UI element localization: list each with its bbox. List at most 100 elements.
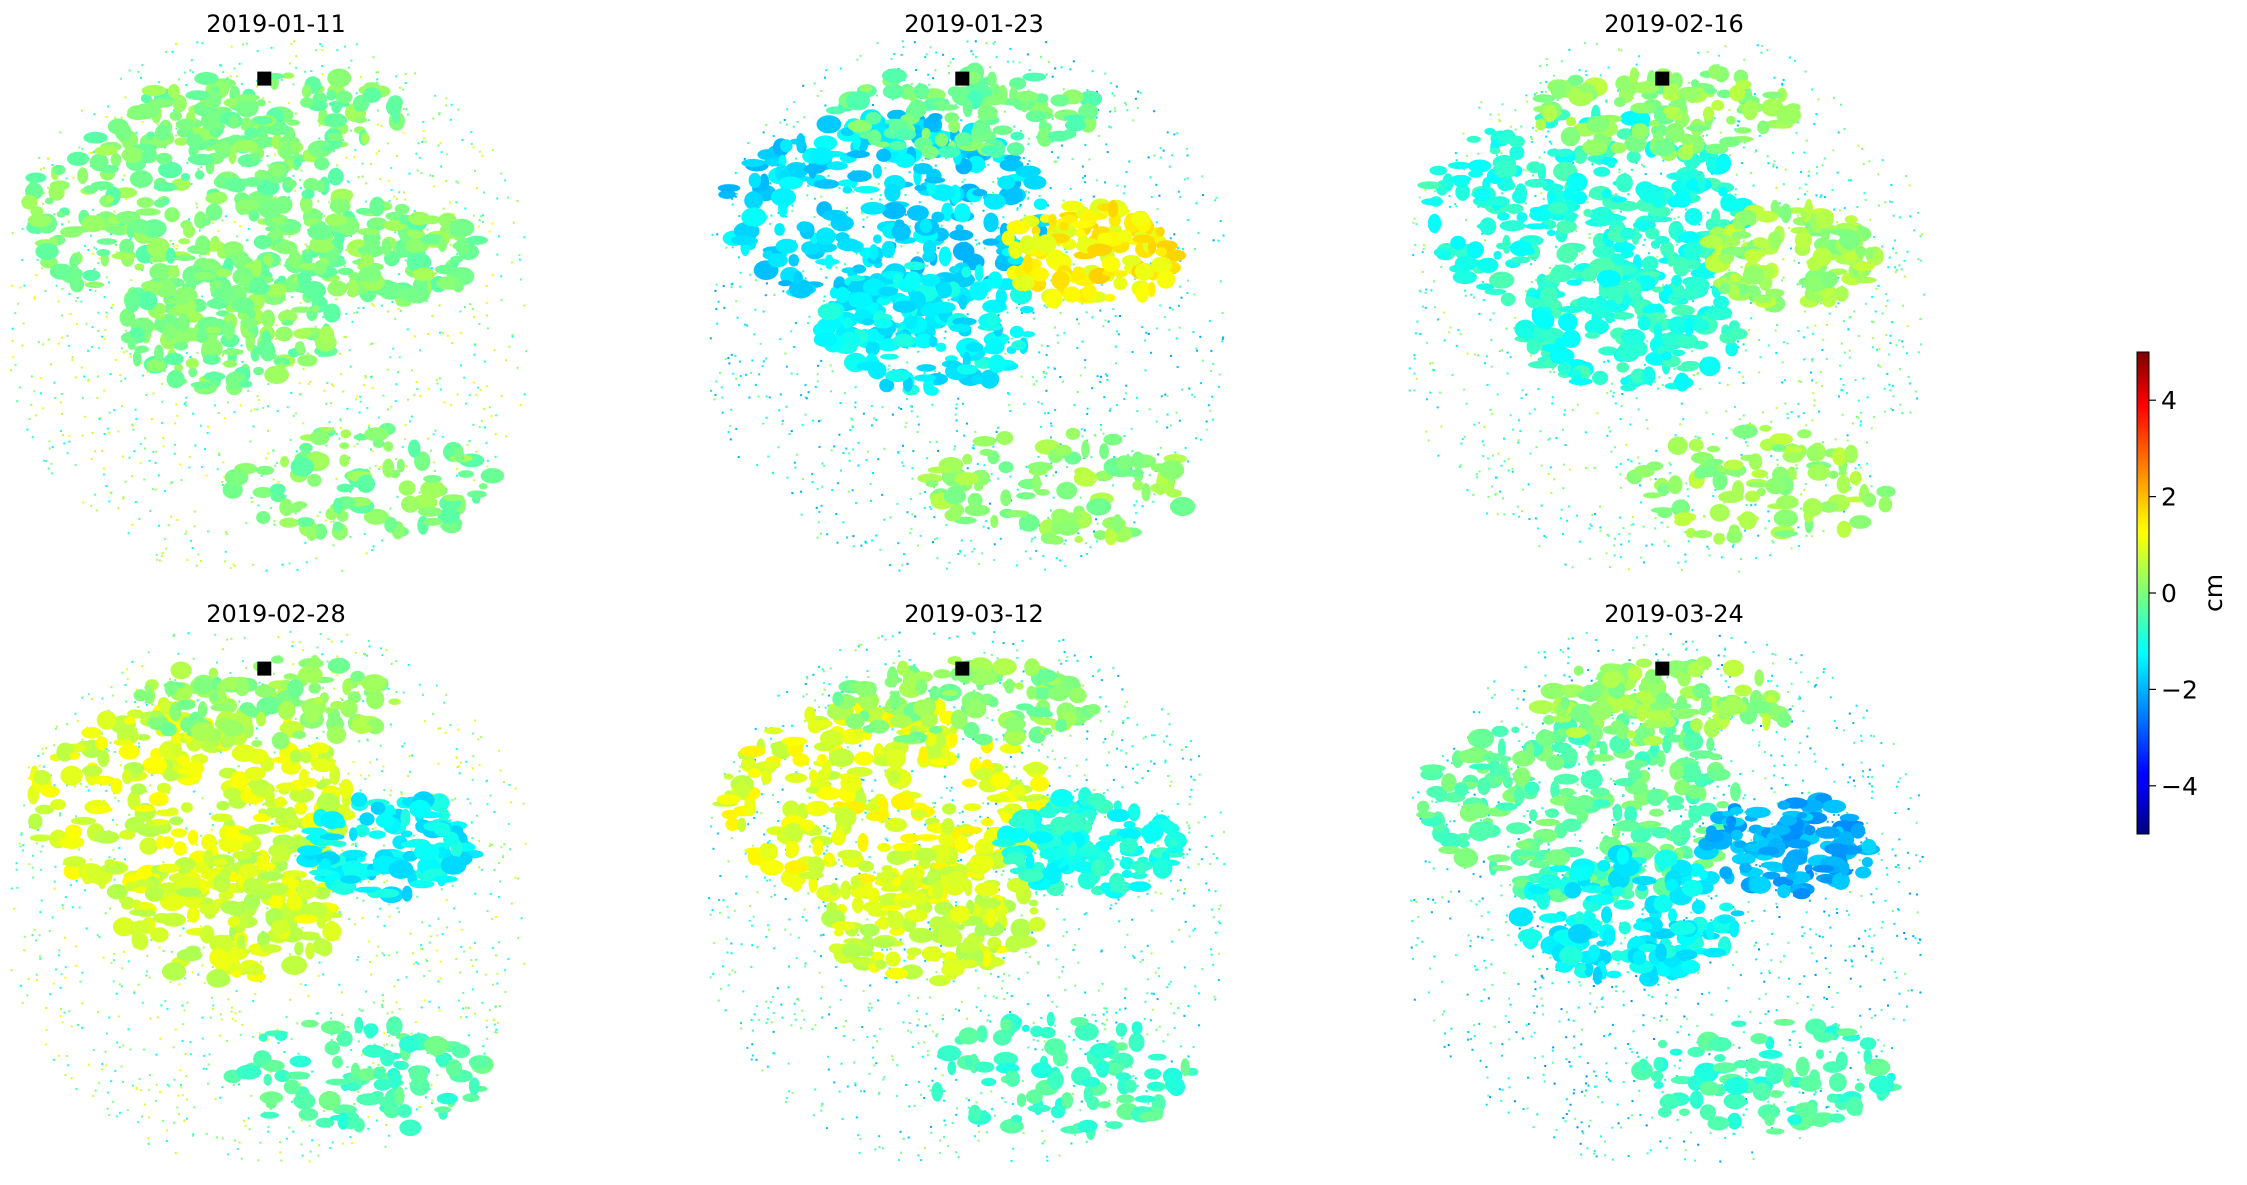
data-point (478, 426, 481, 429)
data-point (1684, 553, 1687, 556)
data-blob (1027, 461, 1053, 472)
data-blob (925, 480, 939, 488)
data-point (1050, 462, 1053, 465)
data-point (402, 88, 405, 91)
data-point (1174, 451, 1177, 454)
data-point (1037, 455, 1040, 458)
data-point (1015, 306, 1018, 309)
data-blob (406, 252, 432, 272)
data-point (1921, 233, 1924, 236)
data-point (1846, 434, 1849, 437)
data-point (1064, 248, 1067, 251)
data-point (1451, 374, 1454, 376)
data-point (186, 558, 189, 561)
data-point (1856, 206, 1859, 208)
data-point (377, 71, 380, 74)
data-point (1195, 202, 1198, 205)
data-point (519, 404, 522, 407)
data-point (205, 474, 208, 477)
data-point (848, 459, 851, 462)
data-point (129, 355, 132, 358)
data-point (1758, 339, 1761, 341)
data-point (505, 359, 507, 362)
data-point (1031, 537, 1034, 540)
data-point (1687, 495, 1690, 498)
data-point (1797, 330, 1800, 332)
data-point (1637, 408, 1640, 411)
data-point (260, 475, 263, 477)
region-north-rim (826, 62, 1103, 159)
data-point (918, 201, 921, 204)
data-point (132, 424, 135, 427)
data-point (963, 554, 966, 557)
data-point (817, 364, 819, 367)
data-blob (914, 184, 927, 192)
data-point (1210, 369, 1212, 372)
data-point (512, 221, 515, 224)
data-blob (268, 163, 287, 177)
data-point (359, 76, 362, 79)
data-point (174, 422, 177, 425)
data-point (496, 253, 499, 256)
data-point (362, 306, 365, 309)
data-point (767, 455, 770, 458)
data-point (715, 308, 718, 311)
data-point (713, 398, 716, 401)
data-point (1477, 205, 1480, 208)
data-point (1892, 247, 1895, 250)
data-point (152, 392, 155, 395)
data-point (934, 370, 936, 373)
data-blob (1036, 234, 1057, 254)
data-point (1832, 149, 1835, 152)
data-point (98, 418, 101, 420)
data-point (478, 150, 481, 153)
data-point (1109, 407, 1112, 410)
data-point (1646, 427, 1649, 430)
data-point (380, 125, 383, 127)
data-point (1047, 366, 1050, 369)
data-point (1525, 94, 1528, 97)
data-blob (332, 521, 343, 532)
data-point (1661, 384, 1664, 386)
data-blob (387, 95, 403, 110)
data-point (1496, 513, 1499, 516)
data-point (1425, 288, 1428, 291)
data-point (427, 387, 430, 390)
data-point (1051, 151, 1054, 154)
data-point (55, 284, 58, 287)
data-point (1866, 396, 1869, 399)
data-point (898, 569, 901, 572)
data-point (983, 464, 986, 467)
data-point (953, 448, 956, 451)
data-point (777, 446, 780, 449)
data-point (1524, 290, 1527, 292)
data-point (1020, 312, 1023, 314)
data-point (851, 425, 854, 428)
data-blob (741, 207, 767, 227)
data-point (1530, 141, 1533, 143)
data-point (390, 189, 393, 191)
data-point (877, 458, 880, 461)
data-point (1563, 413, 1566, 416)
data-point (1176, 132, 1179, 135)
data-point (94, 289, 97, 292)
data-point (1794, 59, 1796, 62)
data-point (1465, 402, 1468, 405)
data-point (1795, 467, 1798, 470)
data-point (329, 520, 332, 523)
data-blob (313, 523, 328, 540)
data-point (1050, 436, 1052, 439)
data-point (1534, 517, 1537, 520)
data-point (1081, 340, 1084, 343)
data-point (363, 533, 366, 536)
data-point (992, 445, 995, 448)
data-blob (224, 468, 249, 487)
data-point (1744, 349, 1747, 352)
data-point (1176, 366, 1179, 368)
data-blob (853, 186, 880, 194)
data-point (1884, 201, 1887, 204)
data-point (108, 431, 110, 434)
data-point (1584, 70, 1587, 73)
data-point (722, 285, 725, 288)
data-blob (938, 246, 952, 267)
